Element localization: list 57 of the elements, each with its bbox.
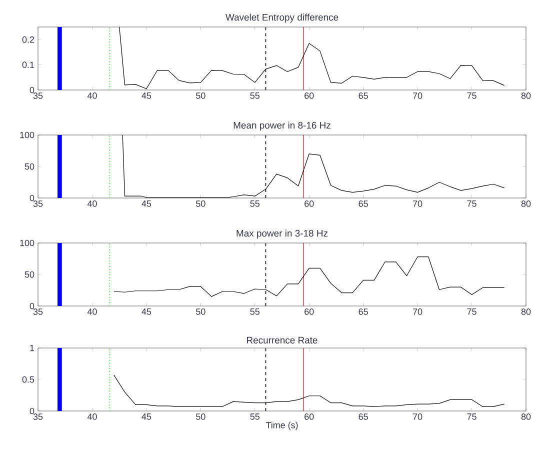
x-tick-label: 45 <box>142 308 152 315</box>
x-tick-label: 35 <box>33 200 43 207</box>
y-tick-label: 0.5 <box>22 376 34 383</box>
y-tick-label: 50 <box>24 271 34 278</box>
x-tick-label: 40 <box>87 200 97 207</box>
x-tick-label: 70 <box>413 308 422 315</box>
x-tick-label: 45 <box>142 200 152 207</box>
y-tick-label: 50 <box>24 163 34 170</box>
y-tick-label: 0 <box>30 302 34 310</box>
y-tick-label: 1 <box>30 344 34 352</box>
x-tick-label: 45 <box>142 414 152 420</box>
x-tick-label: 40 <box>87 308 97 315</box>
x-tick-label: 65 <box>358 92 368 99</box>
x-tick-label: 55 <box>250 200 260 207</box>
x-tick-label: 75 <box>467 92 476 99</box>
y-tick-label: 0 <box>30 86 34 94</box>
x-tick-label: 70 <box>413 92 422 99</box>
x-tick-label: 65 <box>358 200 368 207</box>
x-tick-label: 35 <box>33 414 43 420</box>
x-tick-label: 80 <box>521 308 531 315</box>
chart-title: Mean power in 8-16 Hz <box>234 122 330 131</box>
x-tick-label: 60 <box>304 414 314 420</box>
x-tick-label: 60 <box>304 308 314 315</box>
x-tick-label: 40 <box>87 92 97 99</box>
x-tick-label: 80 <box>521 200 531 207</box>
x-tick-label: 75 <box>467 414 476 420</box>
x-axis-title: Time (s) <box>266 422 298 430</box>
chart-title: Wavelet Entropy difference <box>225 14 338 22</box>
x-tick-label: 50 <box>196 414 206 420</box>
x-tick-label: 45 <box>142 92 152 99</box>
y-tick-label: 0.1 <box>22 62 34 68</box>
x-tick-label: 55 <box>250 92 260 99</box>
x-tick-label: 60 <box>304 200 314 207</box>
x-tick-label: 40 <box>87 414 97 420</box>
x-tick-label: 65 <box>358 414 368 420</box>
chart-title: Max power in 3-18 Hz <box>236 230 328 239</box>
x-tick-label: 75 <box>467 308 476 315</box>
x-tick-label: 75 <box>467 200 476 207</box>
x-tick-label: 80 <box>521 414 531 420</box>
y-tick-label: 100 <box>20 132 34 138</box>
x-tick-label: 55 <box>250 414 260 420</box>
y-tick-label: 0 <box>30 194 34 202</box>
x-tick-label: 70 <box>413 200 422 207</box>
x-tick-label: 70 <box>413 414 422 420</box>
y-tick-label: 0 <box>30 408 34 414</box>
x-tick-label: 35 <box>33 308 43 315</box>
chart-title: Recurrence Rate <box>247 336 318 344</box>
y-tick-label: 0.2 <box>22 36 34 43</box>
x-tick-label: 50 <box>196 92 206 99</box>
x-tick-label: 35 <box>33 92 43 99</box>
x-tick-label: 80 <box>521 92 531 99</box>
x-tick-label: 50 <box>196 308 206 315</box>
y-tick-label: 100 <box>20 240 34 246</box>
x-tick-label: 55 <box>250 308 260 315</box>
x-tick-label: 60 <box>304 92 314 99</box>
x-tick-label: 65 <box>358 308 368 315</box>
x-tick-label: 50 <box>196 200 206 207</box>
